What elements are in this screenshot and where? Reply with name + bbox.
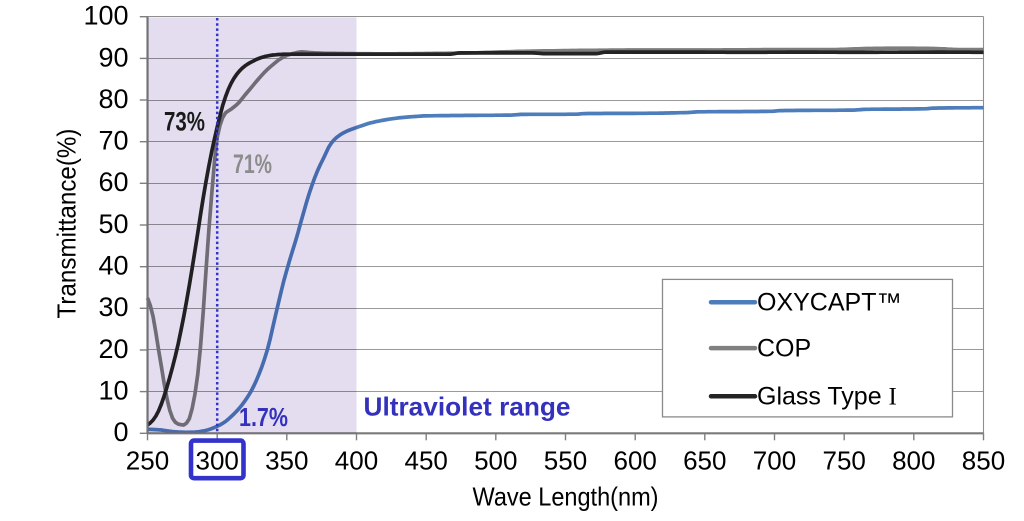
svg-text:750: 750 [823,446,866,476]
svg-text:20: 20 [98,334,128,364]
svg-text:30: 30 [98,292,128,322]
svg-text:0: 0 [113,417,128,447]
svg-text:650: 650 [683,446,726,476]
svg-text:850: 850 [962,446,1005,476]
svg-text:Transmittance(%): Transmittance(%) [52,129,82,319]
svg-text:800: 800 [892,446,935,476]
svg-text:450: 450 [405,446,448,476]
svg-text:50: 50 [98,209,128,239]
svg-text:100: 100 [83,1,128,31]
svg-text:Ultraviolet range: Ultraviolet range [364,392,571,422]
svg-text:COP: COP [757,335,811,363]
svg-text:OXYCAPT™: OXYCAPT™ [757,289,901,317]
svg-text:Wave Length(nm): Wave Length(nm) [473,482,659,512]
svg-text:73%: 73% [164,107,205,137]
svg-text:300: 300 [196,446,239,476]
svg-text:90: 90 [98,42,128,72]
svg-text:350: 350 [265,446,308,476]
svg-text:80: 80 [98,84,128,114]
svg-text:1.7%: 1.7% [239,402,288,432]
svg-text:60: 60 [98,167,128,197]
svg-text:250: 250 [126,446,169,476]
svg-text:400: 400 [335,446,378,476]
svg-text:600: 600 [614,446,657,476]
svg-text:Glass Type I: Glass Type I [757,383,897,411]
svg-text:71%: 71% [233,149,272,179]
svg-text:500: 500 [474,446,517,476]
svg-text:700: 700 [753,446,796,476]
svg-text:550: 550 [544,446,587,476]
svg-text:40: 40 [98,251,128,281]
svg-text:10: 10 [98,376,128,406]
svg-text:70: 70 [98,126,128,156]
